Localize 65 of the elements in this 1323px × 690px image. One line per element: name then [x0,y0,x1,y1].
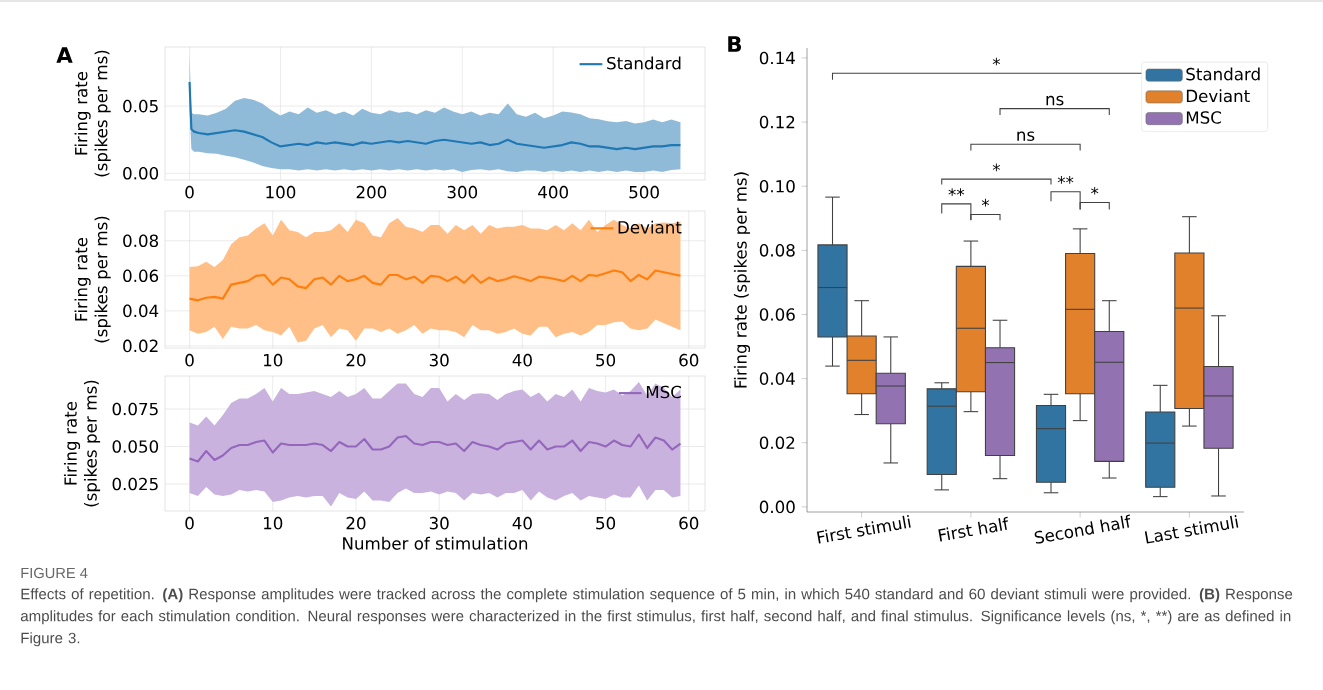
annotation: * [992,57,1001,66]
y-axis-title: Firing rate (spikes per ms) [63,380,101,507]
y-tick-label: 0.075 [112,402,158,416]
x-tick-label: 50 [596,353,616,367]
x-tick-label: 10 [263,353,283,367]
legend-label: MSC [646,385,681,399]
x-tick-label: Last stimuli [1144,515,1239,544]
y-tick-label: 0.14 [759,51,795,65]
y-axis-title: Firing rate (spikes per ms) [74,50,111,177]
text: Effects of repetition. (A) Response amplitudes were tracked across the complete stimulation sequence of 5 min, in which 540 standard and 60 deviant stimuli were provided. (B) Response amplitudes for each stimulation condition. Neural responses were characterized in the first stimulus, first half, second half, and final stimulus. Significance levels (ns, *, **) are as defined in Figure 3. [20,588,1293,647]
legend-label: Standard [1186,67,1260,81]
y-axis-title: Firing rate (spikes per ms) [74,216,111,343]
x-tick-label: 60 [679,353,699,367]
x-tick-label: Second half [1034,514,1131,544]
legend-label: MSC [1186,111,1221,124]
x-tick-label: 100 [266,185,296,199]
x-tick-label: 500 [629,185,659,199]
line-series [188,269,682,302]
y-tick-label: 0.10 [759,179,795,193]
caption: FIGURE 4 [21,567,88,579]
annotation: ns [1017,131,1035,141]
x-tick-label: 20 [346,516,366,530]
x-tick-label: 10 [263,516,283,530]
annotation: * [1091,186,1099,195]
y-tick-label: 0.00 [759,500,795,514]
x-tick-label: 40 [512,516,532,530]
x-tick-label: 30 [429,516,449,530]
legend-label: Deviant [1186,89,1250,103]
y-tick-label: 0.12 [759,115,795,129]
legend-label: Standard [607,56,681,70]
y-tick-label: 0.06 [759,308,795,321]
annotation: * [981,198,990,207]
y-tick-label: 0.050 [112,440,159,453]
annotation: * [992,163,1001,172]
y-tick-label: 0.08 [123,234,159,248]
x-tick-label: 20 [346,353,366,367]
y-tick-label: 0.08 [759,244,795,257]
x-tick-label: 0 [185,516,194,530]
x-tick-label: 0 [185,185,194,199]
x-axis-title: Number of stimulation [343,536,528,550]
y-tick-label: 0.04 [123,304,159,318]
x-tick-label: 300 [447,185,478,199]
y-tick-label: 0.02 [759,436,795,450]
annotation: ** [948,188,965,196]
text: A [56,47,73,63]
x-tick-label: 60 [679,516,699,530]
x-tick-label: First half [938,516,1008,542]
y-axis-title: Firing rate (spikes per ms) [733,172,751,388]
annotation: ns [1046,95,1064,106]
x-tick-label: First stimuli [816,514,911,544]
x-tick-label: 400 [538,185,568,199]
x-tick-label: 50 [596,516,616,530]
x-tick-label: 0 [185,353,194,367]
x-tick-label: 40 [512,353,532,367]
text: B [728,36,742,52]
y-tick-label: 0.06 [123,269,159,283]
legend-label: Deviant [618,220,682,234]
y-tick-label: 0.025 [112,477,158,491]
x-tick-label: 200 [356,185,387,199]
x-tick-label: 30 [429,353,449,367]
y-tick-label: 0.05 [123,99,158,113]
y-tick-label: 0.02 [123,339,158,353]
y-tick-label: 0.00 [123,166,159,180]
y-tick-label: 0.04 [759,372,795,385]
annotation: ** [1057,176,1074,184]
